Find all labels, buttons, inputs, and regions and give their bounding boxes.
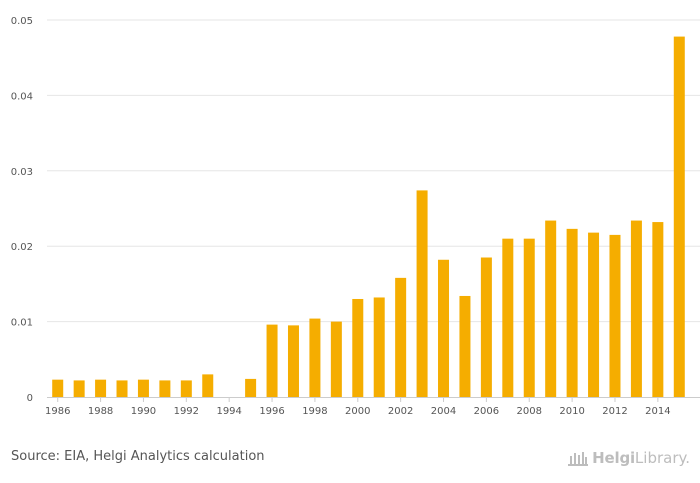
bar bbox=[309, 318, 321, 397]
helgi-building-icon bbox=[568, 452, 589, 466]
bar bbox=[116, 380, 128, 397]
x-tick-label: 2010 bbox=[559, 406, 584, 417]
bar bbox=[523, 238, 535, 397]
bar bbox=[373, 297, 385, 397]
y-tick-label: 0.04 bbox=[11, 91, 33, 102]
bar bbox=[287, 325, 299, 397]
bar bbox=[137, 379, 149, 397]
bar bbox=[438, 259, 450, 397]
bar bbox=[459, 295, 471, 397]
bar bbox=[630, 220, 642, 397]
y-tick-label: 0.02 bbox=[11, 242, 33, 253]
x-tick-label: 2012 bbox=[602, 406, 627, 417]
brand-suffix: Library. bbox=[634, 449, 690, 467]
bar bbox=[480, 257, 492, 397]
bar bbox=[266, 324, 278, 397]
bar bbox=[202, 374, 214, 397]
bar bbox=[588, 232, 600, 397]
bar-chart: 0 0.01 0.02 0.03 0.04 0.05 1986 1988 1990 1992 199… bbox=[11, 16, 700, 417]
bar bbox=[52, 379, 64, 397]
bar bbox=[352, 298, 364, 397]
y-tick-label: 0.05 bbox=[11, 16, 33, 27]
y-tick-label: 0.01 bbox=[11, 318, 33, 329]
x-tick-label: 1992 bbox=[174, 406, 199, 417]
x-tick-label: 1994 bbox=[216, 406, 241, 417]
bar bbox=[502, 238, 514, 397]
x-tick-label: 2006 bbox=[474, 406, 499, 417]
x-tick-label: 2000 bbox=[345, 406, 370, 417]
bar bbox=[566, 228, 578, 397]
bar bbox=[416, 190, 428, 397]
bar bbox=[673, 36, 685, 397]
x-tick-label: 1998 bbox=[302, 406, 327, 417]
y-tick-label: 0 bbox=[27, 393, 33, 404]
brand-logo[interactable]: Helgi Library. bbox=[567, 449, 690, 467]
x-tick-label: 2008 bbox=[517, 406, 542, 417]
bar bbox=[545, 220, 557, 397]
brand-name: Helgi bbox=[592, 449, 635, 467]
y-tick-label: 0.03 bbox=[11, 167, 33, 178]
x-tick-label: 1988 bbox=[88, 406, 113, 417]
bar bbox=[330, 321, 342, 397]
bar bbox=[245, 378, 257, 397]
bar bbox=[395, 277, 407, 397]
bar bbox=[180, 380, 192, 397]
bar bbox=[95, 379, 107, 397]
x-tick-label: 1996 bbox=[259, 406, 284, 417]
x-tick-label: 1990 bbox=[131, 406, 156, 417]
bar bbox=[159, 380, 171, 397]
bar bbox=[652, 222, 664, 397]
x-tick-label: 2014 bbox=[645, 406, 670, 417]
source-note: Source: EIA, Helgi Analytics calculation bbox=[11, 449, 265, 464]
bar bbox=[73, 380, 85, 397]
x-tick-label: 2002 bbox=[388, 406, 413, 417]
x-tick-label: 2004 bbox=[431, 406, 456, 417]
bar bbox=[609, 234, 621, 397]
x-tick-label: 1986 bbox=[45, 406, 70, 417]
